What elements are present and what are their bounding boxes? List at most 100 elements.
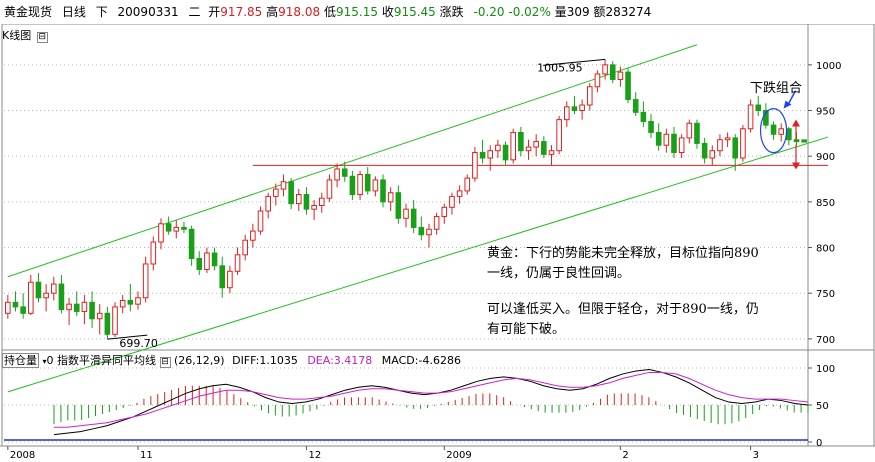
candle-body [724, 137, 731, 141]
y-tick-label: 850 [816, 198, 835, 209]
dea-value: 3.4178 [333, 354, 373, 367]
candle-body [211, 252, 218, 267]
x-tick-label: 11 [140, 450, 153, 461]
panel-close-icon[interactable]: ⊟ [36, 32, 48, 43]
candle-body [525, 146, 532, 152]
macd-y-tick-label: 50 [816, 401, 829, 412]
candle-body [81, 301, 88, 312]
commentary-line-4: 有可能下破。 [487, 322, 566, 337]
candle-body [609, 64, 616, 80]
diff-label: DIFF: [232, 354, 260, 367]
candle-body [280, 181, 287, 190]
kline-title: K线图 [2, 29, 32, 42]
candle-body [89, 301, 95, 320]
candle-body [349, 175, 356, 196]
diff-line [53, 368, 809, 436]
change-value: -0.20 [473, 5, 505, 19]
candle-body [410, 208, 417, 228]
candle-body [456, 190, 463, 197]
candle-body [35, 281, 42, 299]
candle-body [602, 64, 608, 75]
candle-body [579, 104, 585, 112]
candle-body [66, 303, 72, 311]
open-value: 917.85 [220, 5, 263, 19]
candle-body [495, 144, 501, 152]
candle-body [257, 210, 264, 232]
candle-body [119, 300, 126, 308]
candle-body [479, 152, 486, 159]
pattern-arrow-head [783, 100, 792, 109]
down-arrow-head [792, 162, 800, 170]
candle-body [403, 208, 409, 219]
candle-body [5, 301, 11, 314]
candle-body [441, 206, 448, 217]
high-value: 918.08 [278, 5, 321, 19]
candle-body [518, 131, 524, 152]
low-value: 915.15 [335, 5, 378, 19]
candle-body [510, 131, 516, 161]
candle-body [694, 122, 700, 144]
candle-body [701, 142, 708, 159]
oi-title[interactable]: 持仓量 [2, 353, 39, 368]
y-tick-label: 700 [816, 335, 835, 346]
candle-body [334, 168, 340, 181]
candle-body [181, 226, 187, 230]
candle-body [104, 312, 111, 335]
candle-body [357, 173, 363, 196]
candle-body [556, 119, 562, 152]
x-tick-label: 2 [622, 450, 628, 461]
candle-body [242, 239, 248, 256]
candle-body [234, 254, 241, 272]
candle-body [663, 133, 670, 146]
low-marker-label: 699.70 [119, 337, 158, 350]
x-tick-label: 3 [753, 450, 759, 461]
macd-y-tick-label: 100 [816, 364, 835, 375]
candle-body [709, 150, 716, 159]
close-value: 915.45 [393, 5, 436, 19]
candle-body [296, 194, 302, 205]
candle-body [548, 150, 555, 155]
candle-body [204, 252, 210, 270]
candle-body [717, 139, 723, 152]
candle-body [50, 283, 57, 294]
candle-body [671, 133, 677, 154]
candle-body [311, 205, 317, 210]
pattern-ellipse [759, 108, 788, 154]
candle-body [732, 137, 739, 159]
quote-header: 黄金现货 日线 下 20090331 二 开917.85 高918.08 低91… [0, 0, 875, 24]
y-tick-label: 950 [816, 107, 835, 118]
candle-body [387, 192, 394, 203]
x-tick-label: 2008 [10, 450, 35, 461]
candle-body [158, 223, 164, 243]
macd-value: -4.6286 [418, 354, 461, 367]
volume-label: 量 [554, 5, 567, 19]
candle-body [165, 223, 172, 232]
indicator-selector[interactable]: 0 [46, 354, 54, 367]
candle-body [303, 194, 310, 210]
dea-label: DEA: [307, 354, 334, 367]
candle-body [150, 241, 157, 265]
high-marker-label: 1005.95 [537, 61, 583, 74]
candle-body [648, 120, 654, 133]
close-label: 收 [381, 5, 394, 19]
candle-body [632, 99, 639, 113]
candle-body [786, 128, 792, 141]
open-label: 开 [208, 5, 221, 19]
candle-body [640, 111, 647, 122]
candle-body [801, 139, 807, 143]
candle-body [43, 292, 49, 299]
commentary-line-1: 黄金：下行的势能未完全释放，目标位指向890 [487, 246, 759, 261]
candle-body [655, 131, 662, 146]
y-tick-label: 900 [816, 152, 835, 163]
dropdown-icon[interactable]: ▾ [42, 357, 47, 366]
direction-label: 下 [95, 5, 108, 19]
candle-body [227, 270, 233, 289]
kline-panel-title[interactable]: K线图 ⊟ [2, 27, 48, 43]
candle-body [686, 122, 693, 139]
panel-close-icon-2[interactable]: ⊟ [159, 357, 171, 368]
candle-body [196, 257, 203, 270]
candle-body [58, 283, 65, 311]
candle-body [770, 124, 777, 135]
